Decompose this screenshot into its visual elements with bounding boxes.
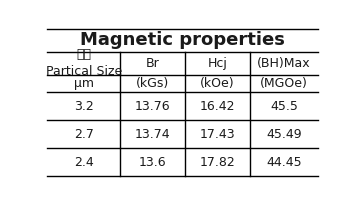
Text: Magnetic properties: Magnetic properties [80, 31, 285, 49]
Text: 45.49: 45.49 [266, 128, 302, 141]
Text: 44.45: 44.45 [266, 156, 302, 169]
Text: 17.43: 17.43 [200, 128, 235, 141]
Text: 13.74: 13.74 [135, 128, 171, 141]
Text: 2.4: 2.4 [74, 156, 94, 169]
Text: 13.76: 13.76 [135, 100, 171, 113]
Text: Br: Br [146, 57, 159, 70]
Text: 45.5: 45.5 [270, 100, 298, 113]
Text: (kGs): (kGs) [136, 77, 169, 90]
Text: (kOe): (kOe) [200, 77, 235, 90]
Text: 3.2: 3.2 [74, 100, 94, 113]
Text: 16.42: 16.42 [200, 100, 235, 113]
Text: μm: μm [74, 77, 94, 90]
Text: (BH)Max: (BH)Max [257, 57, 311, 70]
Text: 粒度
Partical Size: 粒度 Partical Size [46, 48, 122, 78]
Text: Hcj: Hcj [208, 57, 227, 70]
Text: 2.7: 2.7 [74, 128, 94, 141]
Text: 17.82: 17.82 [200, 156, 235, 169]
Text: (MGOe): (MGOe) [260, 77, 308, 90]
Text: 13.6: 13.6 [139, 156, 167, 169]
